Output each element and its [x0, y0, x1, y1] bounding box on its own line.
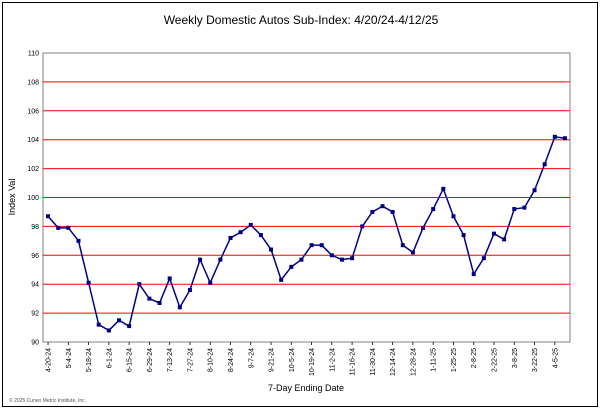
data-point	[56, 225, 61, 230]
data-point	[360, 224, 365, 229]
series-line	[47, 135, 566, 332]
copyright-note: © 2025 Cuneo Metric Institute, Inc.	[9, 397, 86, 404]
data-point	[532, 188, 537, 193]
x-tick-label: 3-8-25	[512, 348, 519, 368]
y-tick-label: 108	[27, 79, 39, 86]
x-tick-label: 7-27-24	[187, 348, 194, 372]
x-tick-label: 5-4-24	[66, 348, 73, 368]
y-axis-ticks: 90 92 94 96 98 100 102 104 106 108 110	[27, 51, 39, 347]
x-tick-label: 6-1-24	[106, 348, 113, 368]
series-markers	[46, 134, 567, 333]
data-point	[350, 256, 355, 261]
x-tick-label: 2-8-25	[471, 348, 478, 368]
x-tick-label: 12-14-24	[390, 348, 397, 376]
data-point	[502, 237, 507, 242]
data-point	[431, 207, 436, 212]
data-point	[66, 225, 71, 230]
x-tick-label: 7-13-24	[167, 348, 174, 372]
y-tick-label: 110	[28, 51, 39, 58]
x-tick-label: 1-11-25	[431, 348, 438, 372]
data-point	[187, 287, 192, 292]
x-tick-label: 11-2-24	[329, 348, 336, 372]
x-tick-label: 5-18-24	[86, 348, 93, 372]
y-tick-label: 98	[31, 224, 39, 231]
data-point	[248, 222, 253, 227]
data-point	[319, 243, 324, 248]
data-point	[461, 233, 466, 238]
data-point	[106, 328, 111, 333]
x-tick-label: 9-7-24	[248, 348, 255, 368]
x-tick-label: 12-28-24	[410, 348, 417, 376]
y-tick-label: 100	[27, 195, 39, 202]
data-point	[258, 233, 263, 238]
data-point	[522, 205, 527, 210]
x-tick-label: 1-25-25	[451, 348, 458, 372]
data-point	[481, 256, 486, 261]
data-point	[512, 207, 517, 212]
data-point	[228, 235, 233, 240]
x-axis-ticks: 4-20-24 5-4-24 5-18-24 6-1-24 6-15-24 6-29-24…	[46, 342, 559, 376]
x-tick-label: 10-19-24	[309, 348, 316, 376]
data-point	[542, 162, 547, 167]
data-point	[167, 276, 172, 281]
data-point	[410, 250, 415, 255]
x-tick-label: 2-22-25	[491, 348, 498, 372]
data-point	[380, 204, 385, 209]
data-point	[147, 296, 152, 301]
data-point	[137, 282, 142, 287]
x-tick-label: 4-5-25	[552, 348, 559, 368]
data-point	[451, 214, 456, 219]
data-point	[279, 277, 284, 282]
data-point	[562, 136, 567, 141]
gridlines	[43, 81, 570, 314]
data-point	[86, 280, 91, 285]
data-point	[471, 272, 476, 277]
data-point	[208, 280, 213, 285]
data-point	[309, 243, 314, 248]
y-tick-label: 92	[31, 311, 39, 318]
y-tick-label: 94	[31, 282, 39, 289]
x-tick-label: 11-30-24	[370, 348, 377, 376]
data-point	[421, 225, 426, 230]
x-tick-label: 3-22-25	[532, 348, 539, 372]
x-tick-label: 10-5-24	[289, 348, 296, 372]
data-point	[127, 324, 132, 329]
data-point	[289, 264, 294, 269]
data-point	[46, 214, 51, 219]
data-point	[339, 257, 344, 262]
chart-title: Weekly Domestic Autos Sub-Index: 4/20/24…	[164, 13, 439, 27]
x-tick-label: 4-20-24	[46, 348, 53, 372]
y-tick-label: 106	[27, 108, 39, 115]
data-point	[370, 209, 375, 214]
y-tick-label: 104	[27, 137, 39, 144]
data-point	[441, 186, 446, 191]
data-point	[329, 253, 334, 258]
data-point	[491, 231, 496, 236]
y-tick-label: 96	[31, 253, 39, 260]
x-tick-label: 11-16-24	[350, 348, 357, 376]
y-axis-label: Index Val	[7, 179, 17, 216]
data-point	[198, 257, 203, 262]
data-point	[76, 238, 81, 243]
data-point	[299, 257, 304, 262]
x-tick-label: 6-29-24	[147, 348, 154, 372]
data-point	[117, 318, 122, 323]
x-axis-label: 7-Day Ending Date	[268, 383, 344, 393]
x-tick-label: 8-10-24	[208, 348, 215, 372]
y-tick-label: 90	[31, 340, 39, 347]
x-tick-label: 6-15-24	[127, 348, 134, 372]
data-point	[157, 300, 162, 305]
x-tick-label: 9-21-24	[269, 348, 276, 372]
data-point	[238, 230, 243, 235]
data-point	[269, 247, 274, 252]
data-point	[390, 209, 395, 214]
data-point	[177, 305, 182, 310]
data-point	[218, 257, 223, 262]
data-point	[552, 134, 557, 139]
data-point	[96, 322, 101, 327]
x-tick-label: 8-24-24	[228, 348, 235, 372]
data-point	[400, 243, 405, 248]
y-tick-label: 102	[27, 166, 39, 173]
